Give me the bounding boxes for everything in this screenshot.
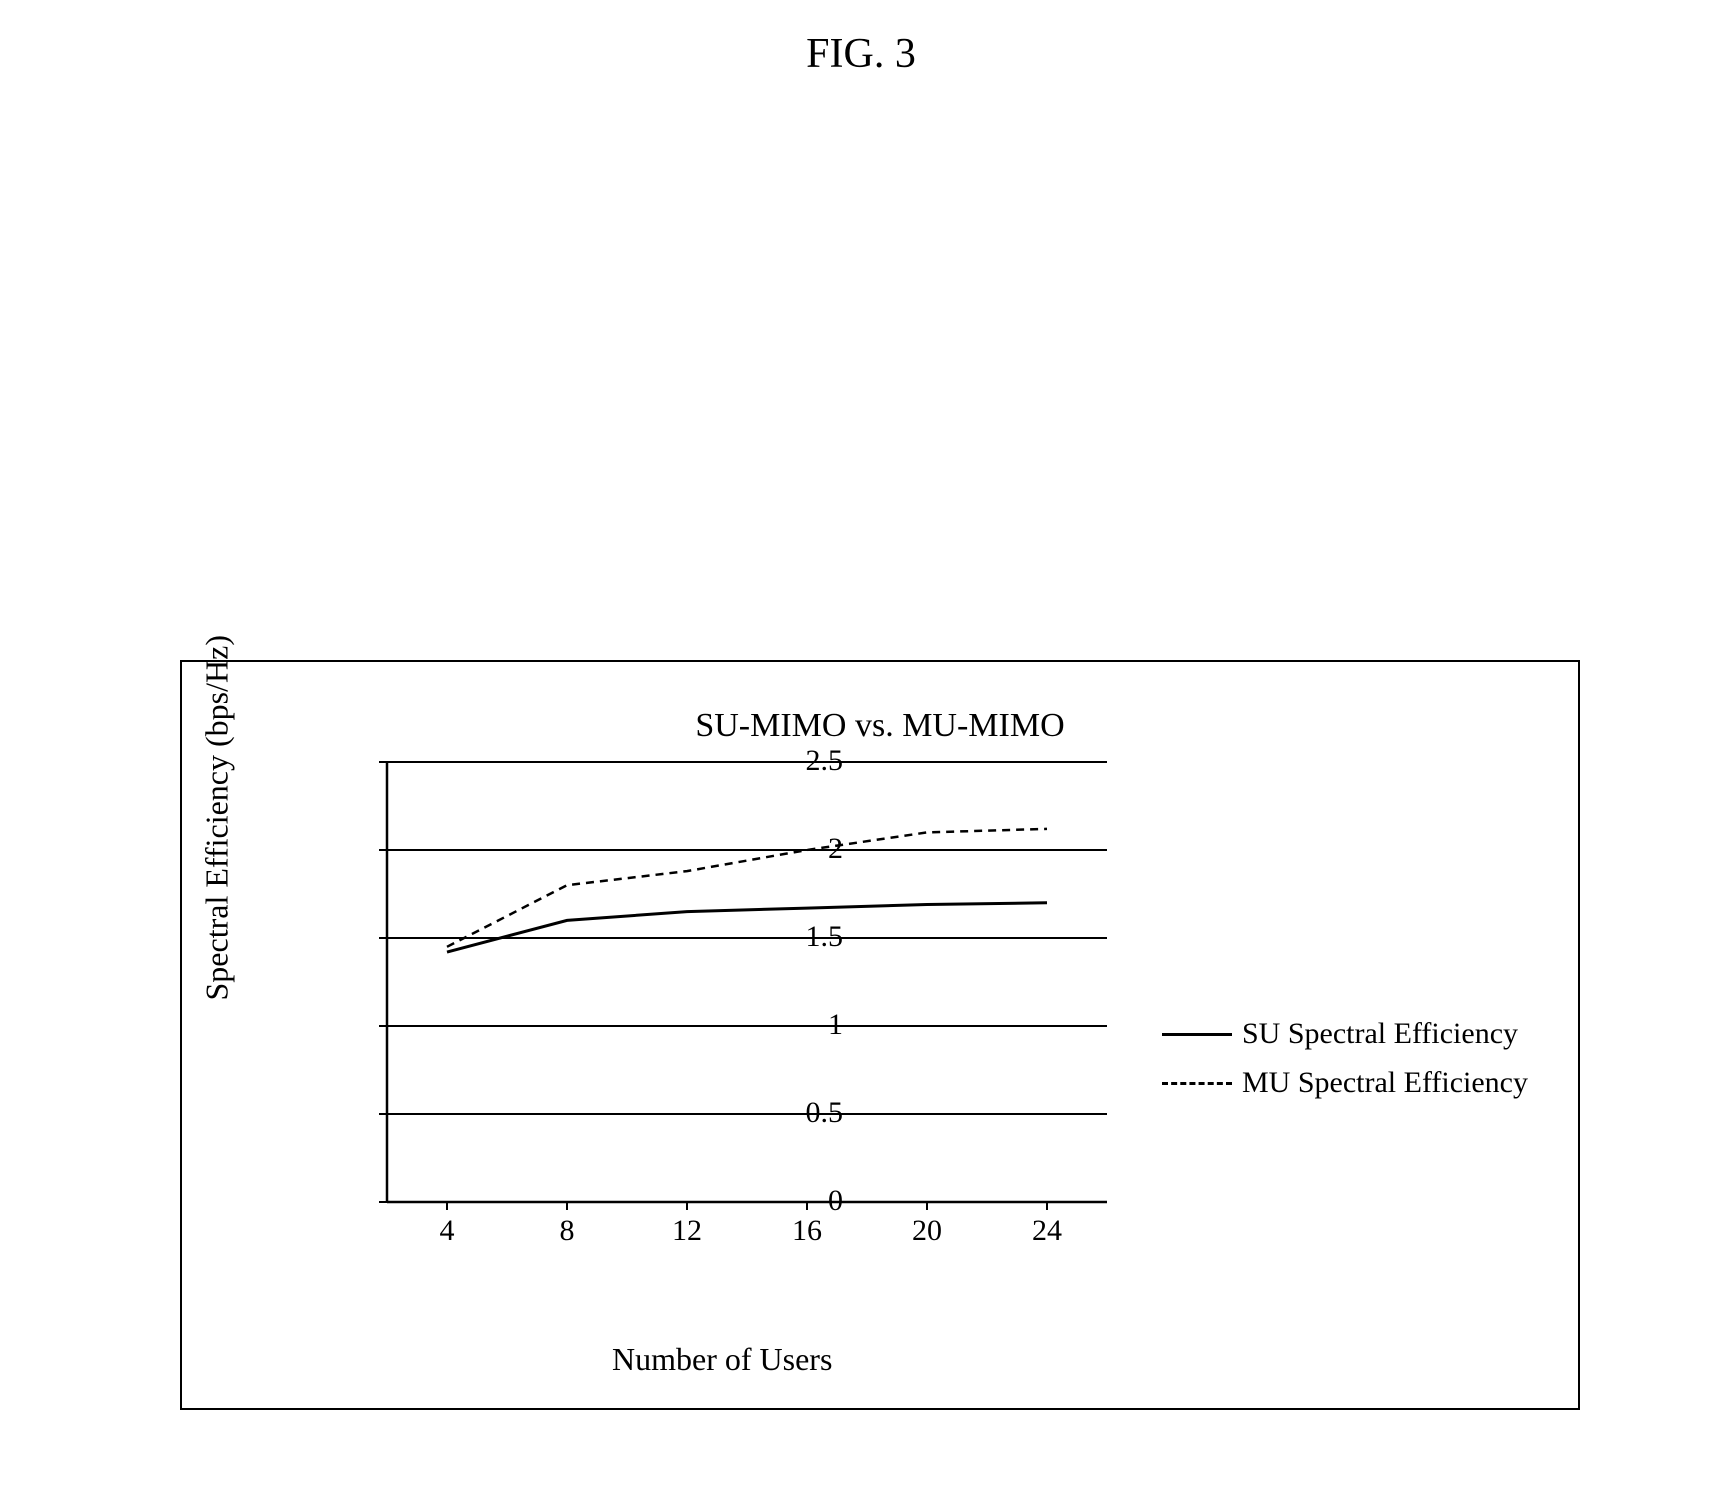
chart-container: SU-MIMO vs. MU-MIMO Spectral Efficiency … <box>180 660 1580 1410</box>
chart-svg <box>387 762 1107 1202</box>
chart-title: SU-MIMO vs. MU-MIMO <box>695 707 1064 745</box>
series-line <box>447 903 1047 952</box>
y-tick-label: 1 <box>793 1008 843 1042</box>
x-tick-label: 16 <box>787 1214 827 1248</box>
x-tick-label: 4 <box>427 1214 467 1248</box>
y-tick-label: 0.5 <box>793 1096 843 1130</box>
x-tick-label: 8 <box>547 1214 587 1248</box>
legend-item-mu: MU Spectral Efficiency <box>1162 1066 1528 1100</box>
y-axis-label: Spectral Efficiency (bps/Hz) <box>199 635 236 1000</box>
x-axis-label: Number of Users <box>612 1341 832 1378</box>
x-tick-label: 24 <box>1027 1214 1067 1248</box>
y-tick-label: 2 <box>793 832 843 866</box>
y-tick-label: 2.5 <box>793 744 843 778</box>
x-tick-label: 12 <box>667 1214 707 1248</box>
legend-line-solid <box>1162 1033 1232 1036</box>
y-tick-label: 1.5 <box>793 920 843 954</box>
legend-label-mu: MU Spectral Efficiency <box>1242 1066 1528 1100</box>
figure-title: FIG. 3 <box>806 30 916 78</box>
y-tick-label: 0 <box>793 1184 843 1218</box>
legend-line-dashed <box>1162 1082 1232 1085</box>
legend-label-su: SU Spectral Efficiency <box>1242 1017 1518 1051</box>
plot-area <box>387 762 1107 1202</box>
legend-item-su: SU Spectral Efficiency <box>1162 1017 1528 1051</box>
x-tick-label: 20 <box>907 1214 947 1248</box>
legend: SU Spectral Efficiency MU Spectral Effic… <box>1162 1017 1528 1115</box>
